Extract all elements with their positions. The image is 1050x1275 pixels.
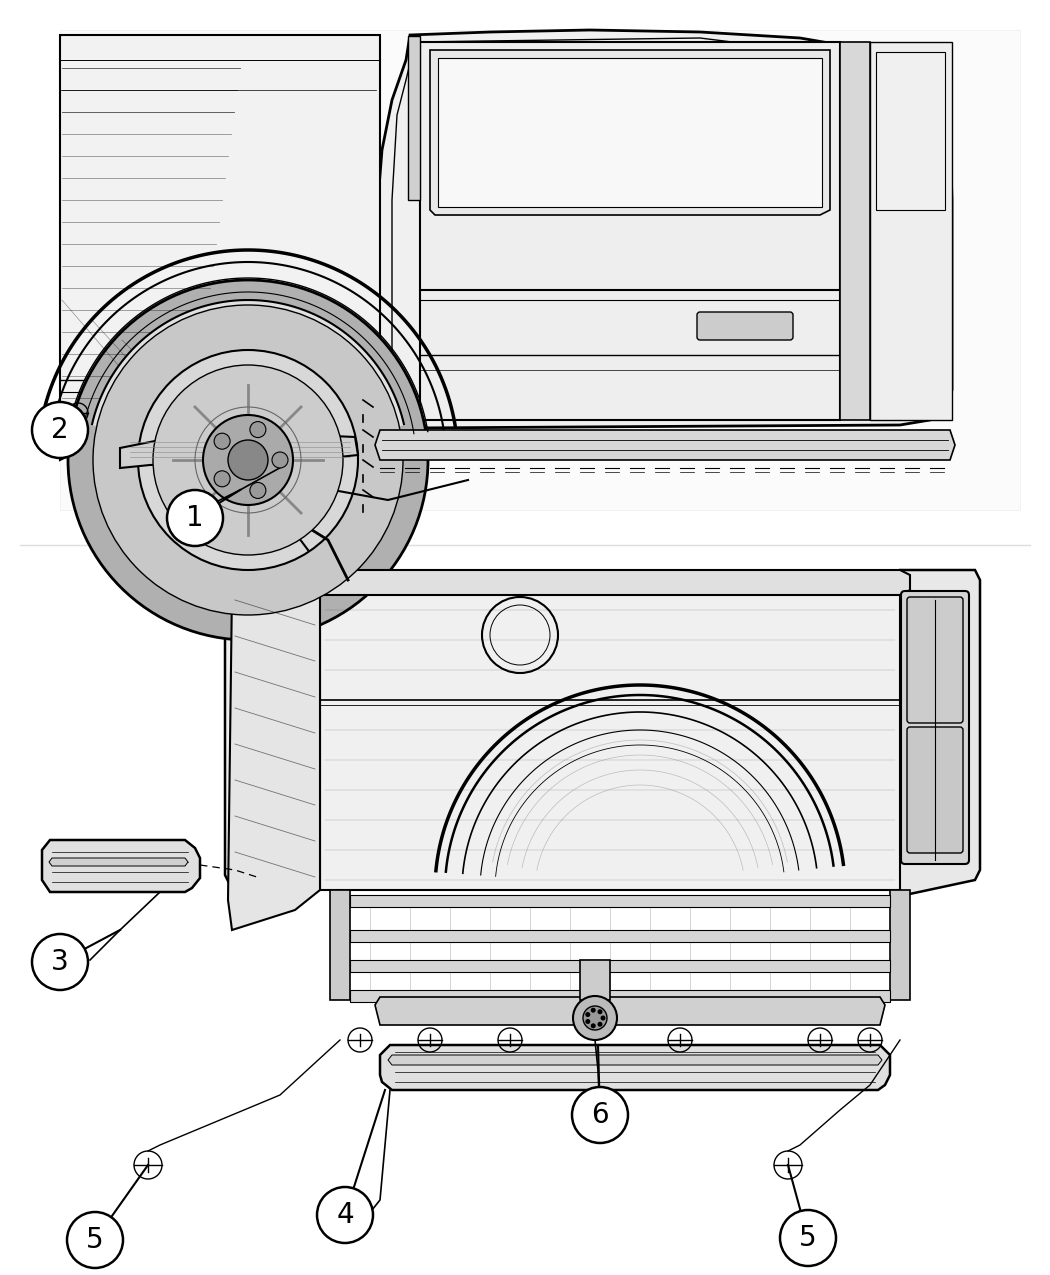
Circle shape <box>585 1019 590 1024</box>
Circle shape <box>93 305 403 615</box>
Circle shape <box>67 1213 123 1269</box>
Circle shape <box>214 434 230 449</box>
Circle shape <box>250 422 266 437</box>
Circle shape <box>591 1024 595 1029</box>
Circle shape <box>572 1088 628 1142</box>
FancyBboxPatch shape <box>907 597 963 723</box>
Circle shape <box>138 351 358 570</box>
Polygon shape <box>870 42 952 419</box>
Polygon shape <box>430 50 830 215</box>
Text: 3: 3 <box>51 949 69 975</box>
Polygon shape <box>330 890 350 1000</box>
Circle shape <box>167 490 223 546</box>
Polygon shape <box>350 895 890 907</box>
Polygon shape <box>580 960 610 1000</box>
Circle shape <box>32 402 88 458</box>
Circle shape <box>583 1006 607 1030</box>
Polygon shape <box>840 42 870 419</box>
Circle shape <box>153 365 343 555</box>
Polygon shape <box>375 430 956 460</box>
Circle shape <box>585 1012 590 1017</box>
Polygon shape <box>375 997 885 1025</box>
Polygon shape <box>60 31 1020 510</box>
Text: 6: 6 <box>591 1102 609 1128</box>
Polygon shape <box>378 31 952 428</box>
Circle shape <box>32 935 88 989</box>
Polygon shape <box>225 570 320 885</box>
Polygon shape <box>91 300 404 426</box>
Circle shape <box>573 996 617 1040</box>
Circle shape <box>272 453 288 468</box>
Polygon shape <box>890 890 910 1000</box>
Polygon shape <box>388 1054 882 1065</box>
Polygon shape <box>350 929 890 942</box>
Circle shape <box>214 470 230 487</box>
FancyBboxPatch shape <box>907 727 963 853</box>
Polygon shape <box>320 590 900 890</box>
Text: 5: 5 <box>799 1224 817 1252</box>
Circle shape <box>780 1210 836 1266</box>
Polygon shape <box>350 960 890 972</box>
Circle shape <box>317 1187 373 1243</box>
Circle shape <box>591 1007 595 1012</box>
Polygon shape <box>230 570 910 595</box>
Polygon shape <box>120 435 358 468</box>
Text: 5: 5 <box>86 1227 104 1255</box>
Text: 1: 1 <box>186 504 204 532</box>
Circle shape <box>228 440 268 479</box>
Text: 2: 2 <box>51 416 69 444</box>
Circle shape <box>68 280 428 640</box>
Polygon shape <box>876 52 945 210</box>
Polygon shape <box>408 36 420 200</box>
FancyBboxPatch shape <box>697 312 793 340</box>
Circle shape <box>597 1021 603 1026</box>
Polygon shape <box>895 570 980 895</box>
Circle shape <box>601 1015 606 1020</box>
Polygon shape <box>420 42 840 419</box>
Circle shape <box>597 1010 603 1014</box>
Polygon shape <box>438 57 822 207</box>
Text: 4: 4 <box>336 1201 354 1229</box>
Polygon shape <box>350 989 890 1002</box>
FancyBboxPatch shape <box>901 592 969 864</box>
Circle shape <box>250 482 266 499</box>
Polygon shape <box>49 858 188 866</box>
Polygon shape <box>380 1046 890 1090</box>
Polygon shape <box>60 34 380 460</box>
Circle shape <box>203 414 293 505</box>
Polygon shape <box>42 840 200 892</box>
Polygon shape <box>228 590 320 929</box>
